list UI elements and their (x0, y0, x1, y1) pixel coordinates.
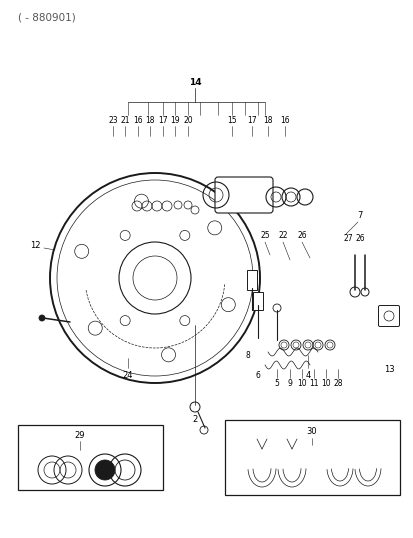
Text: 6: 6 (255, 371, 260, 379)
Text: ( - 880901): ( - 880901) (18, 12, 76, 22)
Text: 17: 17 (158, 116, 167, 124)
Text: 23: 23 (108, 116, 118, 124)
Text: 20: 20 (183, 116, 192, 124)
Text: 28: 28 (332, 379, 342, 388)
Text: 11: 11 (309, 379, 318, 388)
Text: 18: 18 (145, 116, 154, 124)
Text: 4: 4 (305, 371, 310, 379)
Text: 10: 10 (297, 379, 306, 388)
Text: 9: 9 (287, 379, 292, 388)
Text: 26: 26 (297, 230, 306, 239)
Text: 2: 2 (192, 415, 197, 424)
Text: 15: 15 (227, 116, 236, 124)
Text: 10: 10 (320, 379, 330, 388)
Text: 30: 30 (306, 428, 316, 436)
Text: 21: 21 (120, 116, 129, 124)
Text: 16: 16 (133, 116, 142, 124)
Text: 13: 13 (383, 365, 393, 374)
Circle shape (39, 315, 45, 321)
Bar (252, 292, 262, 310)
Text: 7: 7 (356, 210, 362, 220)
Text: 19: 19 (170, 116, 179, 124)
Text: 18: 18 (263, 116, 272, 124)
Text: 27: 27 (342, 233, 352, 243)
Bar (224, 420, 399, 495)
Bar (18, 425, 163, 490)
Circle shape (95, 460, 115, 480)
Text: 22: 22 (278, 230, 287, 239)
FancyBboxPatch shape (377, 306, 399, 327)
Bar (247, 270, 256, 290)
Text: 14: 14 (188, 77, 201, 87)
Text: 24: 24 (122, 371, 133, 379)
Text: 29: 29 (75, 430, 85, 440)
Text: 12: 12 (30, 240, 40, 250)
Text: 8: 8 (245, 350, 250, 359)
Text: 5: 5 (274, 379, 279, 388)
FancyBboxPatch shape (214, 177, 272, 213)
Text: 26: 26 (354, 233, 364, 243)
Text: 16: 16 (280, 116, 289, 124)
Text: 25: 25 (259, 230, 269, 239)
Text: 17: 17 (247, 116, 256, 124)
